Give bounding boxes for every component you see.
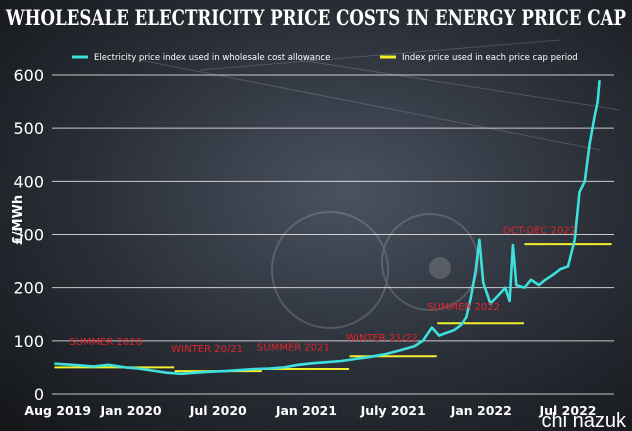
x-tick-label: Aug 2019 [24, 403, 91, 418]
x-tick-label: Jan 2020 [99, 403, 161, 418]
x-tick-label: Jan 2021 [275, 403, 337, 418]
y-tick-label: 400 [13, 172, 44, 191]
x-tick-label: Jul 2022 [539, 403, 597, 418]
y-tick-label: 500 [13, 119, 44, 138]
period-annotation: WINTER 20/21 [171, 344, 243, 355]
x-tick-label: July 2021 [360, 403, 426, 418]
grid-lines [52, 74, 614, 395]
period-annotation: SUMMER 2020 [69, 337, 142, 348]
period-annotation: OCT-DEC 2022 [503, 225, 576, 236]
y-tick-label: 100 [13, 332, 44, 351]
legend-label-index: Electricity price index used in wholesal… [94, 53, 330, 63]
series-layer [54, 80, 612, 376]
y-tick-label: 600 [13, 66, 44, 85]
price-index-line [54, 80, 601, 376]
x-tick-label: Jan 2022 [450, 403, 512, 418]
period-annotation: WINTER 21/22 [346, 333, 418, 344]
period-annotation: SUMMER 2022 [427, 302, 500, 313]
x-tick-label: Jul 2020 [189, 403, 247, 418]
y-tick-label: 0 [34, 385, 44, 404]
period-annotation: SUMMER 2021 [257, 342, 330, 353]
chart-title: WHOLESALE ELECTRICITY PRICE COSTS IN ENE… [5, 6, 626, 31]
y-axis-label: £/MWh [11, 195, 26, 245]
legend-label-cap: Index price used in each price cap perio… [402, 53, 578, 63]
legend: Electricity price index used in wholesal… [72, 53, 578, 63]
axes: 0 100 200 300 400 500 600 Aug 2019 Jan 2020 Jul 2… [13, 66, 596, 418]
watermark: chi nazuk [542, 410, 627, 431]
annotations: SUMMER 2020 WINTER 20/21 SUMMER 2021 WINTER… [69, 225, 576, 355]
y-tick-label: 300 [13, 226, 44, 245]
y-tick-label: 200 [13, 279, 44, 298]
